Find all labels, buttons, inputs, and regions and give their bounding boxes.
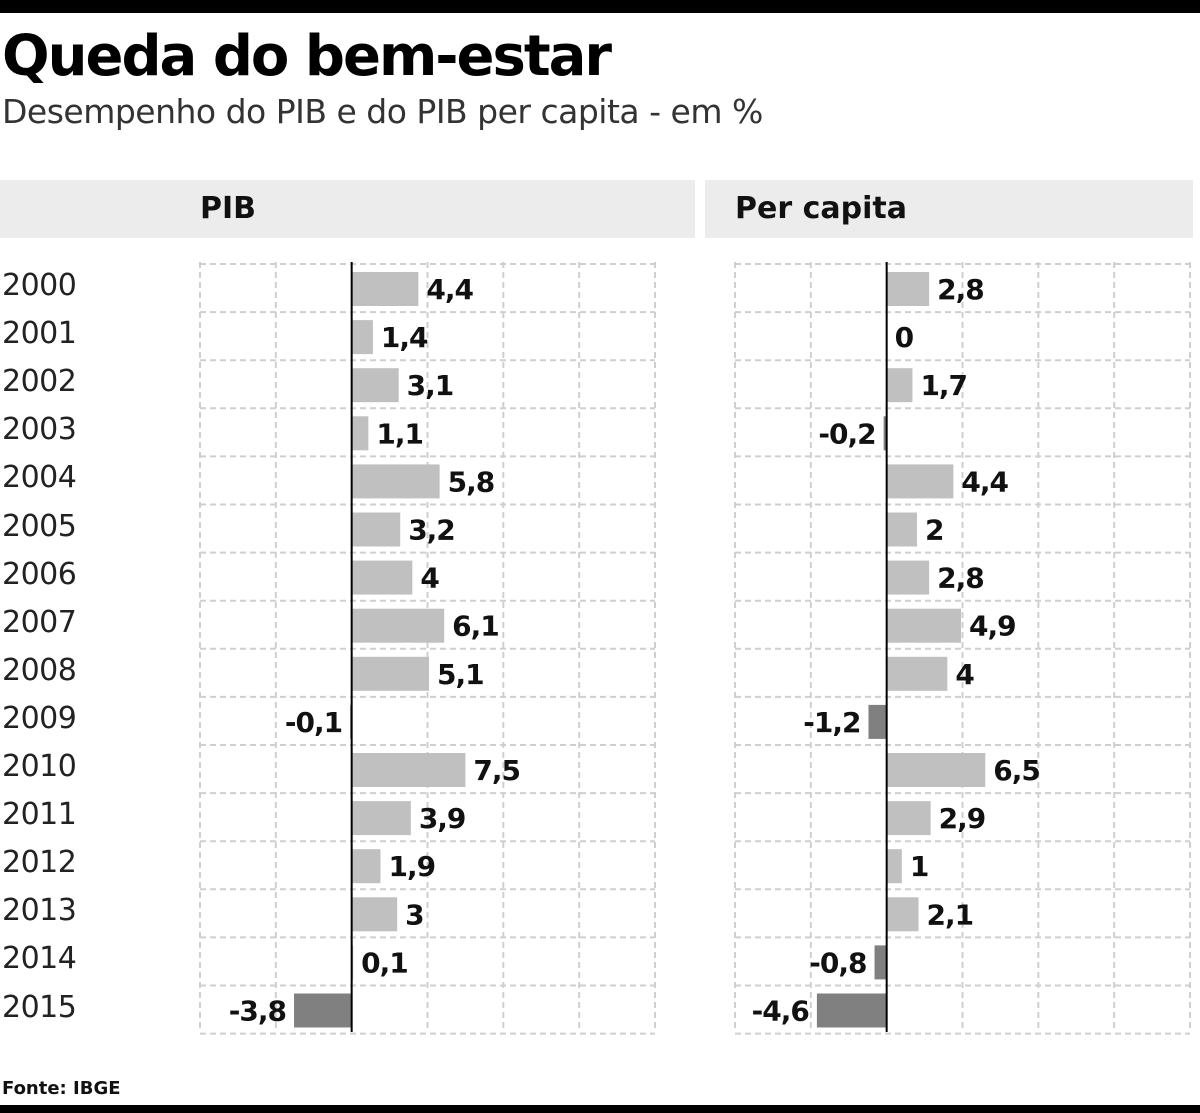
bar-2004 [886,464,954,499]
panel-title-per-capita: Per capita [735,191,907,226]
value-label-2010: 6,5 [993,754,1040,787]
value-label-2009: -0,1 [285,706,342,739]
bar-2006 [351,560,413,595]
bar-2012 [886,849,902,884]
bar-2010 [351,753,466,787]
value-label-2002: 1,7 [920,369,967,402]
year-label: 2013 [2,893,77,929]
value-label-2006: 2,8 [937,562,984,595]
pib-bar-chart: 4,4 1,4 3,1 1,1 5,8 3,2 4 6,1 5,1 -0,1 7,53,9 1,9 3 0… [199,262,656,1035]
year-label: 2003 [2,412,77,448]
value-label-2003: 1,1 [376,417,423,450]
value-label-2013: 2,1 [927,898,974,931]
value-label-2000: 4,4 [426,273,473,306]
year-label: 2015 [2,989,77,1025]
bar-2005 [886,512,917,547]
value-label-2008: 4 [955,658,974,691]
bar-2013 [886,897,919,932]
value-label-2001: 1,4 [381,321,428,354]
value-label-2000: 2,8 [937,273,984,306]
value-label-2008: 5,1 [437,658,484,691]
value-label-2003: -0,2 [818,417,875,450]
year-label: 2014 [2,941,77,977]
bar-2008 [886,656,948,691]
bar-2008 [351,656,430,691]
bar-2011 [886,801,931,836]
year-label: 2000 [2,268,77,303]
chart-title: Queda do bem-estar [2,24,612,89]
year-label: 2010 [2,749,77,784]
bar-2007 [351,608,445,643]
top-rule [0,0,1200,13]
value-label-2006: 4 [420,562,439,595]
bar-2014 [874,945,887,980]
bar-2011 [351,801,411,836]
year-label: 2005 [2,508,77,544]
panel-header-per-capita: Per capita [705,180,1193,238]
year-label: 2012 [2,845,77,881]
bar-2001 [351,320,373,355]
bar-2012 [351,849,381,884]
value-label-2004: 4,4 [961,465,1008,498]
panel-header-pib: PIB [0,180,695,238]
bar-2003 [883,416,887,451]
bar-2015 [294,993,352,1028]
bar-2009 [868,704,887,739]
year-label: 2002 [2,364,77,400]
value-label-2012: 1,9 [388,850,435,883]
bar-2000 [886,272,930,306]
value-label-2011: 3,9 [419,802,466,835]
bar-2013 [351,897,398,932]
value-label-2013: 3 [405,898,423,931]
value-label-2007: 4,9 [969,610,1016,643]
year-label: 2009 [2,700,77,736]
value-label-2001: 0 [895,321,914,354]
bar-2004 [351,464,440,499]
value-label-2005: 3,2 [408,514,455,547]
bar-2003 [351,416,369,451]
value-label-2015: -4,6 [752,995,809,1028]
value-label-2002: 3,1 [407,369,454,402]
value-label-2015: -3,8 [229,995,286,1028]
per-capita-bar-chart: 2,8 01,7 -0,2 4,4 2 2,8 4,9 4 -1,2 6,52,9 1 2,1 -0,8… [734,262,1191,1035]
year-label: 2011 [2,797,77,833]
year-label: 2001 [2,316,77,352]
value-label-2009: -1,2 [803,706,860,739]
bottom-rule [0,1105,1200,1113]
panel-title-pib: PIB [200,191,257,226]
value-label-2004: 5,8 [448,465,495,498]
bar-2002 [886,368,913,403]
bar-2000 [351,272,419,306]
source-note: Fonte: IBGE [2,1078,121,1099]
year-label: 2007 [2,604,77,640]
value-label-2005: 2 [925,514,943,547]
value-label-2014: 0,1 [361,946,408,979]
value-label-2007: 6,1 [452,610,499,643]
bar-2002 [351,368,399,403]
year-label: 2004 [2,460,77,496]
bar-2007 [886,608,961,643]
bar-2005 [351,512,401,547]
bar-2006 [886,560,930,595]
value-label-2014: -0,8 [809,946,866,979]
bar-2015 [816,993,887,1028]
value-label-2012: 1 [910,850,928,883]
value-label-2011: 2,9 [939,802,986,835]
value-label-2010: 7,5 [473,754,520,787]
bar-2010 [886,753,986,787]
chart-subtitle: Desempenho do PIB e do PIB per capita - … [2,92,763,131]
year-label: 2008 [2,652,77,688]
year-label: 2006 [2,556,77,592]
